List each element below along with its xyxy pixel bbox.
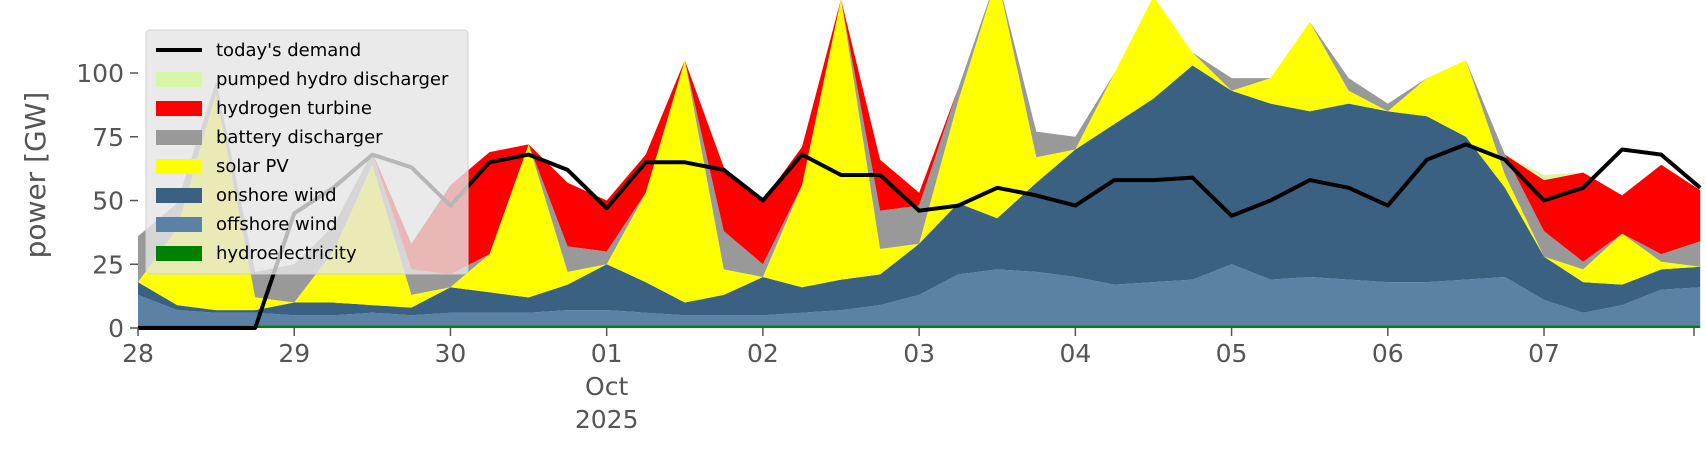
x-tick-label: 30 (435, 339, 467, 368)
x-tick-label: 01 Oct 2025 (575, 339, 639, 434)
x-tick-label: 06 (1372, 339, 1404, 368)
legend-swatch (156, 159, 202, 174)
legend-label: pumped hydro discharger (216, 69, 449, 90)
area (138, 65, 1701, 316)
legend-swatch (156, 246, 202, 261)
legend-label: hydrogen turbine (216, 98, 372, 119)
y-tick-label: 0 (108, 314, 124, 343)
y-tick-label: 25 (92, 250, 124, 279)
x-tick-label: 04 (1059, 339, 1091, 368)
legend-swatch (156, 188, 202, 203)
legend-swatch (156, 217, 202, 232)
legend-label: battery discharger (216, 127, 383, 148)
area (138, 325, 1701, 328)
area (138, 0, 1701, 311)
legend-label: onshore wind (216, 185, 337, 206)
legend-swatch (156, 72, 202, 87)
x-tick-label: 02 (747, 339, 779, 368)
x-tick-label: 05 (1216, 339, 1248, 368)
y-axis-label: power [GW] (19, 92, 52, 259)
legend-label: solar PV (216, 156, 289, 177)
x-tick-label: 29 (278, 339, 310, 368)
legend-box (145, 29, 469, 275)
y-tick-label: 50 (92, 187, 124, 216)
y-tick-label: 75 (92, 123, 124, 152)
legend-label: hydroelectricity (216, 243, 357, 264)
legend-label: today's demand (216, 40, 361, 61)
x-tick-label: 03 (903, 339, 935, 368)
legend-label: offshore wind (216, 214, 338, 235)
legend: today's demand pumped hydro discharger hyd… (145, 29, 469, 275)
legend-swatch (156, 101, 202, 116)
x-tick-label: 28 (122, 339, 154, 368)
x-tick-label: 07 (1528, 339, 1560, 368)
area (138, 264, 1701, 326)
legend-swatch (156, 130, 202, 145)
y-tick-label: 100 (76, 59, 124, 88)
